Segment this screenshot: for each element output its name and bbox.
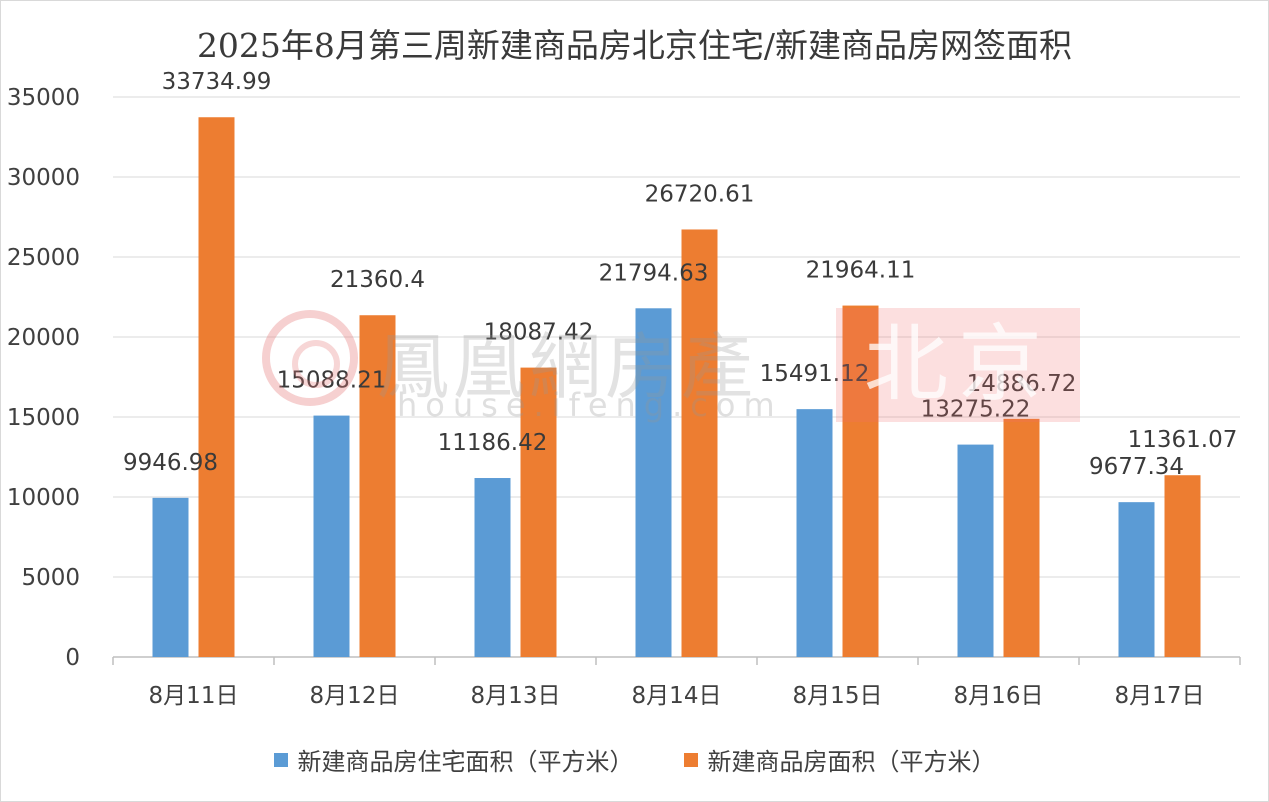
bar-total [842, 305, 879, 657]
x-tick-label: 8月16日 [954, 683, 1044, 709]
y-tick-label: 10000 [7, 485, 80, 511]
data-label: 11361.07 [1128, 427, 1238, 453]
bar-total [1164, 475, 1201, 657]
bar-total [1003, 418, 1040, 657]
bar-chart: 0 5000 10000 15000 20000 25000 30000 35000 8月11… [7, 69, 1241, 709]
data-labels: 9946.98 15088.21 11186.42 21794.63 15491.12 1… [123, 69, 1237, 480]
data-label: 11186.42 [438, 430, 548, 456]
legend-swatch-residential [273, 752, 288, 767]
legend-label-residential: 新建商品房住宅面积（平方米） [297, 748, 634, 776]
data-label: 21360.4 [330, 267, 425, 293]
bar-residential [474, 478, 511, 657]
data-label: 18087.42 [484, 320, 594, 346]
y-tick-label: 25000 [7, 245, 80, 271]
data-label: 14886.72 [967, 371, 1077, 397]
x-tick-label: 8月12日 [310, 683, 400, 709]
bar-residential [635, 308, 672, 657]
bar-residential [313, 415, 350, 657]
chart-title: 2025年8月第三周新建商品房北京住宅/新建商品房网签面积 [196, 26, 1073, 65]
legend-item-residential: 新建商品房住宅面积（平方米） [273, 742, 634, 777]
data-label: 21794.63 [599, 260, 709, 286]
bars [152, 117, 1201, 657]
y-axis-ticks: 0 5000 10000 15000 20000 25000 30000 35000 [7, 85, 80, 671]
data-label: 15088.21 [277, 368, 387, 394]
data-label: 9946.98 [123, 450, 218, 476]
y-tick-label: 0 [65, 645, 80, 671]
x-tick-label: 8月17日 [1115, 683, 1205, 709]
bar-total [359, 315, 396, 657]
x-tick-label: 8月14日 [632, 683, 722, 709]
bar-total [198, 117, 235, 657]
data-label: 33734.99 [162, 69, 272, 95]
y-tick-label: 30000 [7, 165, 80, 191]
data-label: 13275.22 [921, 397, 1031, 423]
gridlines [113, 96, 1240, 578]
bar-residential [1118, 502, 1155, 657]
y-tick-label: 5000 [21, 565, 80, 591]
bar-residential [957, 444, 994, 657]
x-tick-label: 8月15日 [793, 683, 883, 709]
x-axis: 8月11日 8月12日 8月13日 8月14日 8月15日 8月16日 8月17日 [112, 656, 1241, 709]
x-tick-label: 8月13日 [471, 683, 561, 709]
bar-residential [796, 409, 833, 657]
y-tick-label: 35000 [7, 85, 80, 111]
bar-residential [152, 497, 189, 657]
bar-total [520, 367, 557, 657]
data-label: 9677.34 [1089, 454, 1184, 480]
legend: 新建商品房住宅面积（平方米） 新建商品房面积（平方米） [0, 742, 1269, 777]
y-tick-label: 15000 [7, 405, 80, 431]
legend-item-total: 新建商品房面积（平方米） [683, 742, 996, 777]
x-tick-label: 8月11日 [149, 683, 239, 709]
legend-swatch-total [683, 752, 698, 767]
data-label: 21964.11 [806, 258, 916, 284]
legend-label-total: 新建商品房面积（平方米） [707, 748, 996, 776]
data-label: 15491.12 [760, 361, 870, 387]
y-tick-label: 20000 [7, 325, 80, 351]
bar-total [681, 229, 718, 657]
data-label: 26720.61 [645, 181, 755, 207]
